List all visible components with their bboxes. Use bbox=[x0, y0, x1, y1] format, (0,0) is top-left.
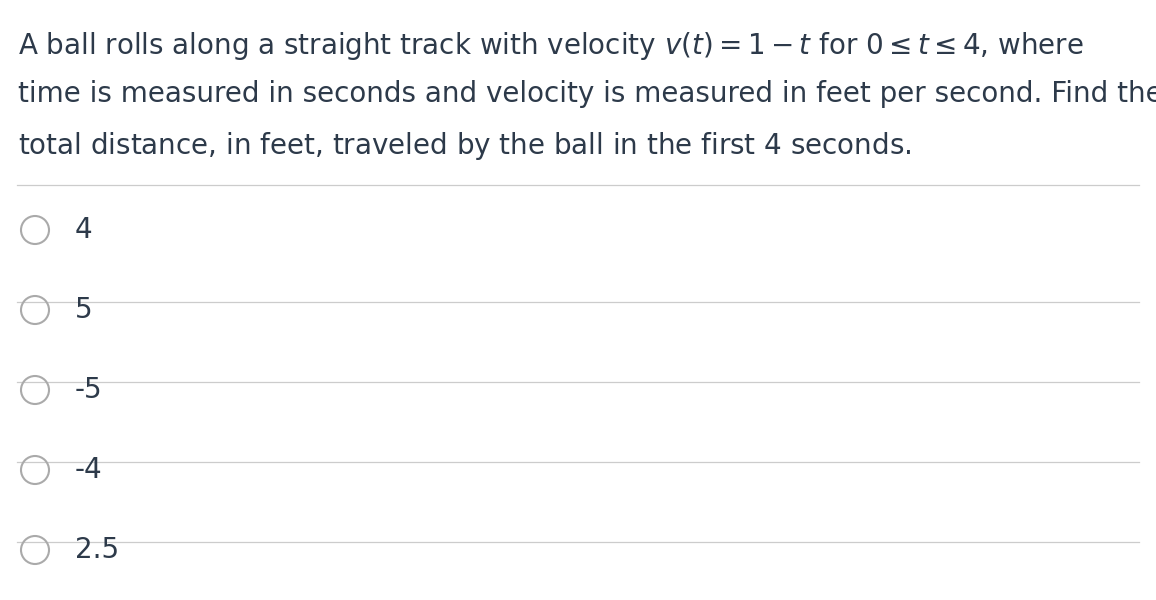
Text: -5: -5 bbox=[75, 376, 103, 404]
Text: A ball rolls along a straight track with velocity $v(t) = 1 - t$ for $0 \leq t \: A ball rolls along a straight track with… bbox=[18, 30, 1083, 62]
Text: total distance, in feet, traveled by the ball in the first $4$ seconds.: total distance, in feet, traveled by the… bbox=[18, 130, 911, 162]
Text: 2.5: 2.5 bbox=[75, 536, 119, 564]
Text: -4: -4 bbox=[75, 456, 103, 484]
Text: time is measured in seconds and velocity is measured in feet per second. Find th: time is measured in seconds and velocity… bbox=[18, 80, 1156, 108]
Text: 4: 4 bbox=[75, 216, 92, 244]
Text: 5: 5 bbox=[75, 296, 92, 324]
